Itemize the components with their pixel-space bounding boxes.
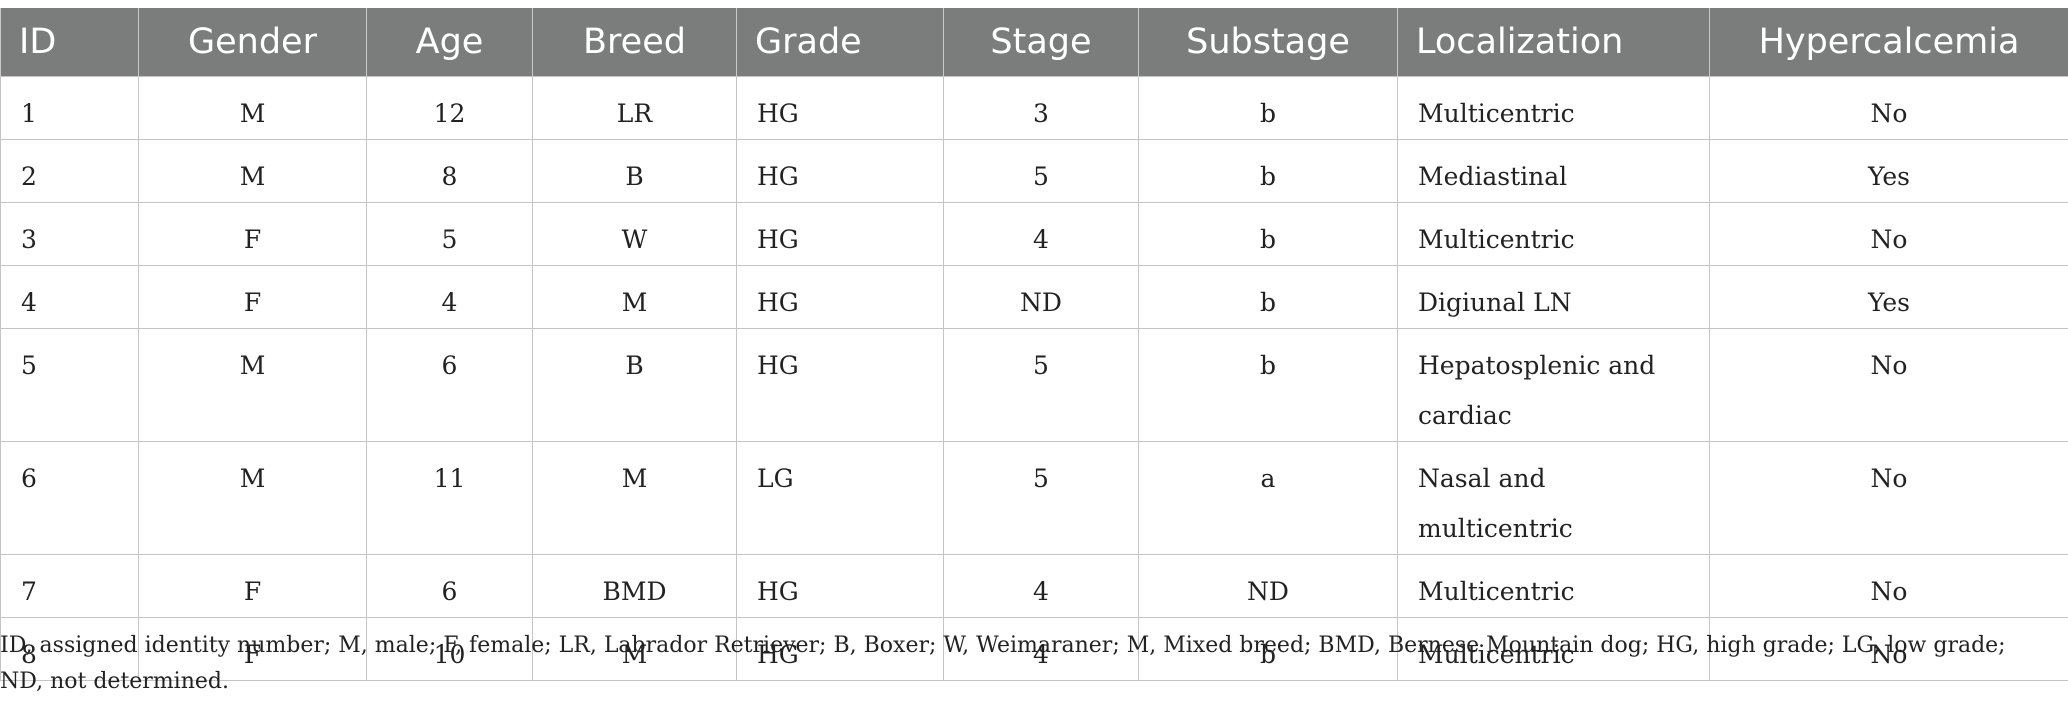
cell-id: 1 <box>0 76 139 140</box>
table-row: 5 M 6 B HG 5 b Hepatosplenic and cardiac… <box>0 328 2068 442</box>
data-table-container: ID Gender Age Breed Grade Stage Substage… <box>0 8 2068 681</box>
table-row: 1 M 12 LR HG 3 b Multicentric No <box>0 76 2068 140</box>
cell-stage: 5 <box>943 441 1139 555</box>
cell-grade: HG <box>736 202 944 266</box>
cell-breed: M <box>532 617 737 681</box>
cell-breed: B <box>532 139 737 203</box>
cell-gender: M <box>138 328 367 442</box>
cell-localization: Multicentric <box>1397 554 1710 618</box>
cell-substage: b <box>1138 76 1398 140</box>
cell-breed: LR <box>532 76 737 140</box>
cell-hypercalcemia: Yes <box>1709 139 2068 203</box>
cell-localization: Multicentric <box>1397 76 1710 140</box>
cell-substage: b <box>1138 202 1398 266</box>
cell-stage: 4 <box>943 617 1139 681</box>
cell-stage: 3 <box>943 76 1139 140</box>
cell-hypercalcemia: No <box>1709 554 2068 618</box>
cell-age: 11 <box>366 441 533 555</box>
cell-grade: LG <box>736 441 944 555</box>
header-hypercalcemia: Hypercalcemia <box>1709 8 2068 77</box>
cell-hypercalcemia: No <box>1709 202 2068 266</box>
header-id: ID <box>0 8 139 77</box>
cell-id: 2 <box>0 139 139 203</box>
cell-age: 6 <box>366 554 533 618</box>
cell-hypercalcemia: No <box>1709 76 2068 140</box>
cell-stage: 4 <box>943 202 1139 266</box>
cell-id: 7 <box>0 554 139 618</box>
cell-localization: Nasal and multicentric <box>1397 441 1710 555</box>
table-row: 8 F 10 M HG 4 b Multicentric No <box>0 617 2068 681</box>
cell-age: 8 <box>366 139 533 203</box>
table-header-row: ID Gender Age Breed Grade Stage Substage… <box>0 8 2068 77</box>
table-row: 7 F 6 BMD HG 4 ND Multicentric No <box>0 554 2068 618</box>
cell-substage: b <box>1138 617 1398 681</box>
cell-gender: F <box>138 554 367 618</box>
cell-id: 8 <box>0 617 139 681</box>
header-stage: Stage <box>943 8 1139 77</box>
cell-grade: HG <box>736 139 944 203</box>
patient-table: ID Gender Age Breed Grade Stage Substage… <box>0 8 2068 681</box>
cell-gender: F <box>138 265 367 329</box>
cell-substage: b <box>1138 139 1398 203</box>
cell-grade: HG <box>736 328 944 442</box>
cell-breed: BMD <box>532 554 737 618</box>
cell-age: 12 <box>366 76 533 140</box>
cell-hypercalcemia: No <box>1709 441 2068 555</box>
cell-stage: ND <box>943 265 1139 329</box>
cell-gender: M <box>138 76 367 140</box>
header-breed: Breed <box>532 8 737 77</box>
header-substage: Substage <box>1138 8 1398 77</box>
cell-localization: Multicentric <box>1397 202 1710 266</box>
cell-age: 5 <box>366 202 533 266</box>
table-footnote: ID, assigned identity number; M, male; F… <box>0 633 2006 694</box>
header-localization: Localization <box>1397 8 1710 77</box>
cell-grade: HG <box>736 554 944 618</box>
cell-localization: Hepatosplenic and cardiac <box>1397 328 1710 442</box>
header-grade: Grade <box>736 8 944 77</box>
cell-breed: W <box>532 202 737 266</box>
cell-substage: b <box>1138 328 1398 442</box>
cell-id: 3 <box>0 202 139 266</box>
cell-grade: HG <box>736 76 944 140</box>
table-row: 4 F 4 M HG ND b Digiunal LN Yes <box>0 265 2068 329</box>
cell-substage: b <box>1138 265 1398 329</box>
cell-breed: M <box>532 441 737 555</box>
cell-breed: M <box>532 265 737 329</box>
cell-localization: Mediastinal <box>1397 139 1710 203</box>
cell-id: 6 <box>0 441 139 555</box>
cell-grade: HG <box>736 617 944 681</box>
cell-gender: M <box>138 441 367 555</box>
cell-stage: 4 <box>943 554 1139 618</box>
cell-localization: Digiunal LN <box>1397 265 1710 329</box>
cell-gender: F <box>138 617 367 681</box>
cell-age: 4 <box>366 265 533 329</box>
cell-gender: M <box>138 139 367 203</box>
table-row: 2 M 8 B HG 5 b Mediastinal Yes <box>0 139 2068 203</box>
cell-hypercalcemia: No <box>1709 328 2068 442</box>
cell-hypercalcemia: No <box>1709 617 2068 681</box>
cell-substage: ND <box>1138 554 1398 618</box>
cell-age: 6 <box>366 328 533 442</box>
table-row: 3 F 5 W HG 4 b Multicentric No <box>0 202 2068 266</box>
cell-stage: 5 <box>943 328 1139 442</box>
header-gender: Gender <box>138 8 367 77</box>
cell-breed: B <box>532 328 737 442</box>
cell-id: 4 <box>0 265 139 329</box>
cell-substage: a <box>1138 441 1398 555</box>
cell-stage: 5 <box>943 139 1139 203</box>
cell-gender: F <box>138 202 367 266</box>
cell-localization: Multicentric <box>1397 617 1710 681</box>
cell-grade: HG <box>736 265 944 329</box>
table-row: 6 M 11 M LG 5 a Nasal and multicentric N… <box>0 441 2068 555</box>
header-age: Age <box>366 8 533 77</box>
cell-hypercalcemia: Yes <box>1709 265 2068 329</box>
cell-id: 5 <box>0 328 139 442</box>
